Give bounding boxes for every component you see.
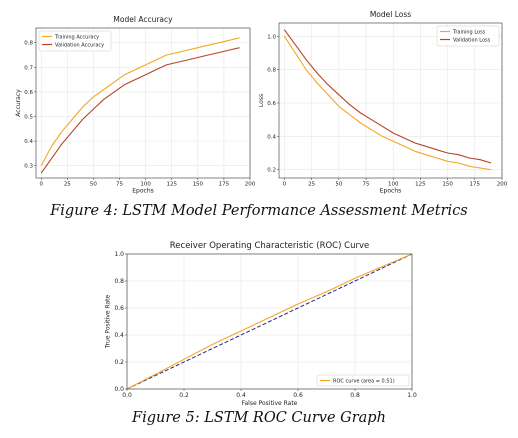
- chart-title: Model Accuracy: [113, 15, 173, 24]
- legend-label: ROC curve (area = 0.51): [333, 378, 395, 384]
- x-tick-label: 50: [90, 182, 97, 188]
- legend: Training Loss Validation Loss: [436, 25, 500, 47]
- chance-diagonal-line: [126, 253, 413, 390]
- y-tick-label: 0.0: [114, 386, 124, 393]
- accuracy-chart: 0 25 50 75 100 125 150 175 200 0.3 0.4 0.5 0.6 0.7 0.8…: [15, 15, 256, 195]
- x-tick-label: 0.4: [236, 392, 246, 399]
- legend-box: [436, 25, 500, 47]
- x-tick-label: 0.6: [293, 392, 303, 399]
- x-axis-label: False Positive Rate: [242, 400, 298, 407]
- x-tick-label: 100: [140, 182, 151, 188]
- y-tick-label: 0.2: [267, 168, 276, 174]
- x-tick-label: 75: [116, 182, 123, 188]
- loss-chart: 0 25 50 75 100 125 150 175 200 0.2 0.4 0.6 0.8 1.0 Mod…: [259, 10, 508, 195]
- x-tick-label: 75: [363, 182, 370, 188]
- chart-title: Receiver Operating Characteristic (ROC) …: [170, 241, 369, 251]
- series-line-training-loss: [283, 35, 492, 171]
- x-tick-label: 125: [415, 182, 426, 188]
- x-tick-label: 175: [219, 182, 230, 188]
- x-tick-label: 0: [39, 182, 43, 188]
- x-tick-label: 0: [283, 182, 287, 188]
- y-tick-label: 0.6: [24, 90, 33, 96]
- legend: ROC curve (area = 0.51): [316, 374, 410, 387]
- x-tick-label: 175: [470, 182, 481, 188]
- figure-5-caption: Figure 5: LSTM ROC Curve Graph: [132, 410, 386, 426]
- y-tick-label: 0.5: [24, 114, 33, 120]
- y-tick-label: 0.2: [114, 359, 124, 366]
- figure-4-caption: Figure 4: LSTM Model Performance Assessm…: [50, 203, 468, 219]
- x-tick-label: 150: [193, 182, 204, 188]
- legend-box: [316, 374, 410, 387]
- y-tick-label: 1.0: [114, 251, 124, 258]
- y-axis-label: True Positive Rate: [105, 294, 112, 349]
- x-tick-label: 25: [308, 182, 315, 188]
- x-tick-label: 150: [442, 182, 453, 188]
- legend: Training Accuracy Validation Accuracy: [38, 30, 112, 52]
- x-tick-label: 200: [497, 182, 508, 188]
- plot-area: [279, 23, 502, 178]
- y-tick-label: 1.0: [267, 34, 276, 40]
- x-tick-label: 0.2: [179, 392, 189, 399]
- y-tick-label: 0.6: [267, 101, 276, 107]
- y-axis-label: Loss: [259, 94, 265, 107]
- legend-label: Validation Loss: [453, 37, 491, 43]
- series-line-validation-accuracy: [40, 47, 240, 174]
- y-tick-label: 0.4: [24, 139, 33, 145]
- x-tick-label: 50: [335, 182, 342, 188]
- x-tick-label: 0.0: [122, 392, 132, 399]
- roc-chart: 0.0 0.2 0.4 0.6 0.8 1.0 0.0 0.2 0.4 0.6 0.8 1.0 Rece…: [105, 241, 417, 407]
- plot-frame: [126, 253, 413, 390]
- y-tick-label: 0.3: [24, 164, 33, 170]
- x-axis-label: Epochs: [132, 188, 154, 195]
- y-tick-label: 0.4: [114, 332, 124, 339]
- x-tick-label: 0.8: [350, 392, 360, 399]
- y-tick-label: 0.7: [24, 65, 33, 71]
- x-tick-label: 100: [388, 182, 399, 188]
- chart-title: Model Loss: [370, 10, 411, 19]
- legend-label: Training Accuracy: [54, 34, 99, 40]
- y-tick-label: 0.8: [267, 68, 276, 74]
- legend-label: Validation Accuracy: [55, 42, 104, 48]
- series-line-roc-curve-area-0-51: [126, 253, 413, 390]
- legend-box: [38, 30, 112, 52]
- y-tick-label: 0.4: [267, 134, 276, 140]
- series-line-training-accuracy: [40, 37, 240, 166]
- y-tick-label: 0.6: [114, 305, 124, 312]
- series-line-validation-loss: [283, 29, 492, 164]
- plot-frame: [35, 27, 251, 179]
- x-tick-label: 200: [245, 182, 256, 188]
- x-tick-label: 25: [64, 182, 71, 188]
- y-tick-label: 0.8: [24, 41, 33, 47]
- y-tick-label: 0.8: [114, 278, 124, 285]
- y-axis-label: Accuracy: [15, 89, 22, 117]
- x-tick-label: 1.0: [407, 392, 417, 399]
- x-axis-label: Epochs: [380, 188, 402, 195]
- x-tick-label: 125: [166, 182, 177, 188]
- plot-frame: [278, 22, 503, 179]
- plot-area: [36, 28, 250, 178]
- legend-label: Training Loss: [452, 29, 486, 35]
